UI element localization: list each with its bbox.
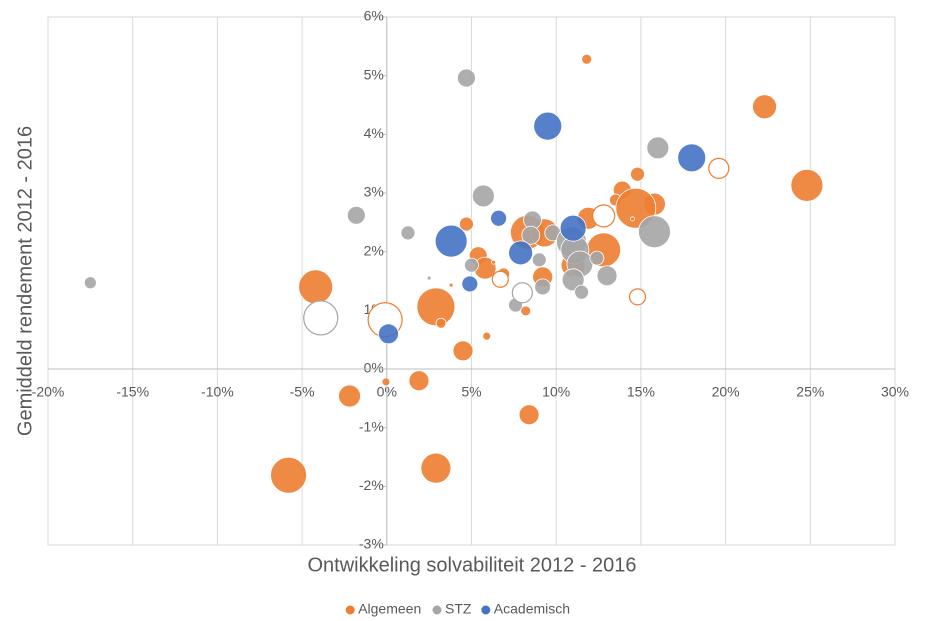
bubble (338, 384, 361, 408)
bubble (790, 168, 824, 202)
y-tick-label: -3% (359, 536, 384, 552)
bubble (491, 259, 496, 265)
x-tick-label: 15% (627, 384, 655, 400)
bubble (646, 136, 670, 160)
bubble (381, 377, 391, 387)
y-tick-label: 6% (364, 8, 384, 24)
bubble (630, 166, 645, 182)
y-tick-label: -2% (359, 477, 384, 493)
y-axis-title: Gemiddeld rendement 2012 - 2016 (14, 126, 36, 436)
bubble (534, 278, 552, 296)
x-tick-label: -10% (201, 384, 234, 400)
bubble (581, 53, 593, 65)
bubble (561, 268, 585, 292)
bubble (416, 287, 456, 327)
bubble (303, 300, 339, 336)
bubble (490, 209, 508, 227)
bubble (491, 270, 509, 288)
bubble (596, 265, 618, 287)
bubble (434, 224, 468, 258)
legend-label: Academisch (494, 601, 570, 617)
bubble (420, 452, 452, 484)
bubble (471, 184, 495, 208)
y-tick-label: 5% (364, 66, 384, 82)
x-tick-label: -20% (32, 384, 65, 400)
bubble (752, 94, 777, 120)
y-tick-label: 3% (364, 184, 384, 200)
bubble (482, 331, 492, 341)
bubble (508, 240, 534, 266)
x-tick-label: 10% (542, 384, 570, 400)
bubble (408, 370, 430, 392)
y-tick-label: 0% (364, 360, 384, 376)
bubble (559, 214, 587, 242)
bubble (589, 250, 605, 266)
bubble (521, 225, 541, 245)
bubble (592, 204, 616, 228)
bubble (378, 323, 399, 345)
bubble (461, 275, 479, 293)
y-tick-label: -1% (359, 418, 384, 434)
y-tick-label: 4% (364, 125, 384, 141)
legend-marker (480, 604, 492, 616)
bubble (630, 216, 635, 222)
bubble (574, 284, 590, 300)
bubble (531, 252, 547, 268)
y-tick-label: 2% (364, 242, 384, 258)
legend-label: STZ (445, 601, 472, 617)
x-tick-label: 20% (712, 384, 740, 400)
bubble (270, 456, 307, 494)
x-tick-label: 30% (881, 384, 909, 400)
x-tick-label: -5% (290, 384, 315, 400)
bubble (400, 225, 416, 241)
x-axis-title: Ontwikkeling solvabiliteit 2012 - 2016 (307, 554, 636, 576)
bubble (511, 282, 533, 304)
x-tick-label: 25% (796, 384, 824, 400)
bubble (83, 276, 97, 290)
bubble (435, 317, 447, 329)
legend-marker (431, 604, 443, 616)
legend-marker (344, 604, 356, 616)
bubble (533, 111, 563, 141)
bubble (346, 205, 366, 225)
bubble (518, 404, 540, 426)
legend-label: Algemeen (358, 601, 421, 617)
bubble (464, 257, 479, 273)
bubble (298, 269, 334, 305)
bubble (426, 275, 432, 281)
bubble (457, 68, 476, 88)
bubble (708, 157, 730, 179)
bubble (452, 340, 474, 362)
bubble (448, 282, 454, 288)
bubble (520, 305, 532, 317)
bubble (628, 288, 647, 306)
bubble (459, 216, 474, 232)
bubble (638, 215, 671, 249)
bubble (677, 143, 707, 173)
x-tick-label: -15% (116, 384, 149, 400)
x-tick-label: 5% (461, 384, 481, 400)
